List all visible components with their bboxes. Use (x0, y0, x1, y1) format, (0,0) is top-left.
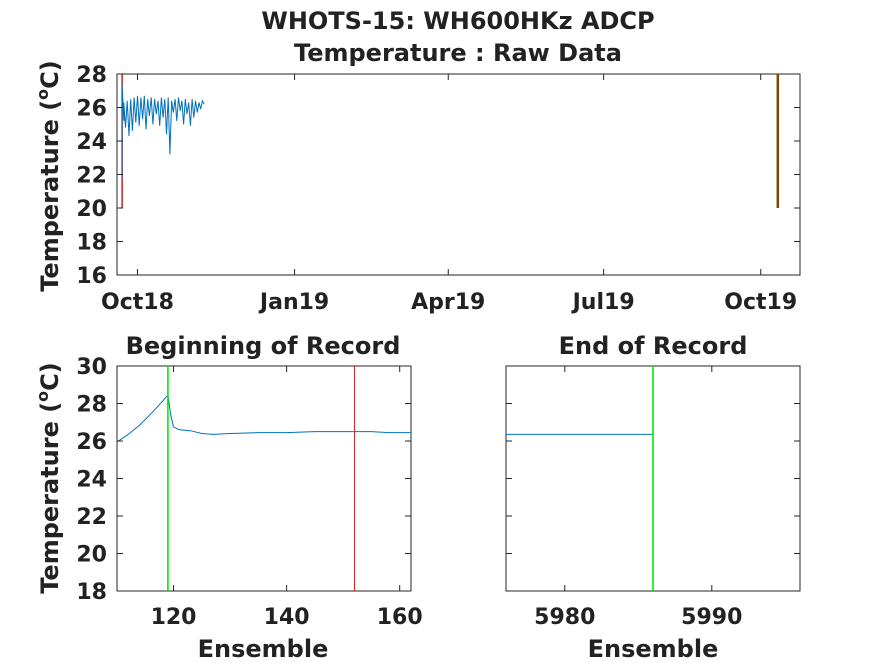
top-y-tick-label: 24 (76, 130, 107, 155)
end-plot-area (505, 365, 801, 592)
top-plot-area (116, 73, 801, 276)
beginning-y-axis-label: Temperature (oC) (33, 362, 64, 594)
top-plot-frame (116, 73, 801, 276)
end-panel-title: End of Record (559, 332, 748, 360)
top-y-ticks: 16 18 20 22 24 26 28 (76, 63, 800, 289)
end-x-tick-label: 5990 (681, 605, 742, 630)
begin-x-tick-label: 140 (264, 605, 310, 630)
top-y-axis-label: Temperature (oC) (33, 60, 64, 292)
beginning-y-ticks: 18 20 22 24 26 28 30 (76, 355, 411, 605)
begin-plot-frame (116, 365, 412, 592)
begin-x-tick-label: 120 (151, 605, 197, 630)
beginning-x-axis-label: Ensemble (198, 635, 329, 663)
top-panel: 16 18 20 22 24 26 28 Oct18 Jan19 Apr19 Jul19 Oct19… (33, 60, 801, 315)
beginning-panel: Beginning of Record 18 20 22 24 26 28 30 120 14… (33, 332, 423, 663)
figure-title-line2: Temperature : Raw Data (294, 39, 622, 67)
figure-title-line1: WHOTS-15: WH600HKz ADCP (261, 7, 654, 35)
begin-y-tick-label: 18 (76, 580, 107, 605)
top-y-tick-label: 22 (76, 164, 107, 189)
begin-y-tick-label: 28 (76, 393, 107, 418)
top-x-ticks: Oct18 Jan19 Apr19 Jul19 Oct19 (101, 74, 797, 315)
top-y-tick-label: 16 (76, 264, 107, 289)
top-x-tick-label: Oct18 (101, 290, 174, 315)
top-y-tick-label: 18 (76, 231, 107, 256)
begin-y-tick-label: 22 (76, 505, 107, 530)
top-x-tick-label: Oct19 (724, 290, 797, 315)
end-x-axis-label: Ensemble (588, 635, 719, 663)
end-x-ticks: 5980 5990 (534, 366, 742, 630)
top-y-tick-label: 28 (76, 63, 107, 88)
top-x-tick-label: Apr19 (411, 290, 485, 315)
top-x-tick-label: Jul19 (571, 290, 635, 315)
end-x-tick-label: 5980 (534, 605, 595, 630)
begin-y-tick-label: 30 (76, 355, 107, 380)
top-x-tick-label: Jan19 (258, 290, 329, 315)
top-temperature-series (121, 84, 205, 178)
begin-temperature-series (116, 393, 411, 443)
top-y-tick-label: 20 (76, 197, 107, 222)
top-y-tick-label: 26 (76, 97, 107, 122)
beginning-plot-area (116, 365, 412, 592)
beginning-panel-title: Beginning of Record (126, 332, 401, 360)
end-panel: End of Record 5980 5990 Ensemble (505, 332, 801, 663)
beginning-x-ticks: 120 140 160 (151, 366, 423, 630)
begin-y-tick-label: 24 (76, 468, 107, 493)
begin-y-tick-label: 26 (76, 430, 107, 455)
begin-y-tick-label: 20 (76, 543, 107, 568)
begin-x-tick-label: 160 (377, 605, 423, 630)
